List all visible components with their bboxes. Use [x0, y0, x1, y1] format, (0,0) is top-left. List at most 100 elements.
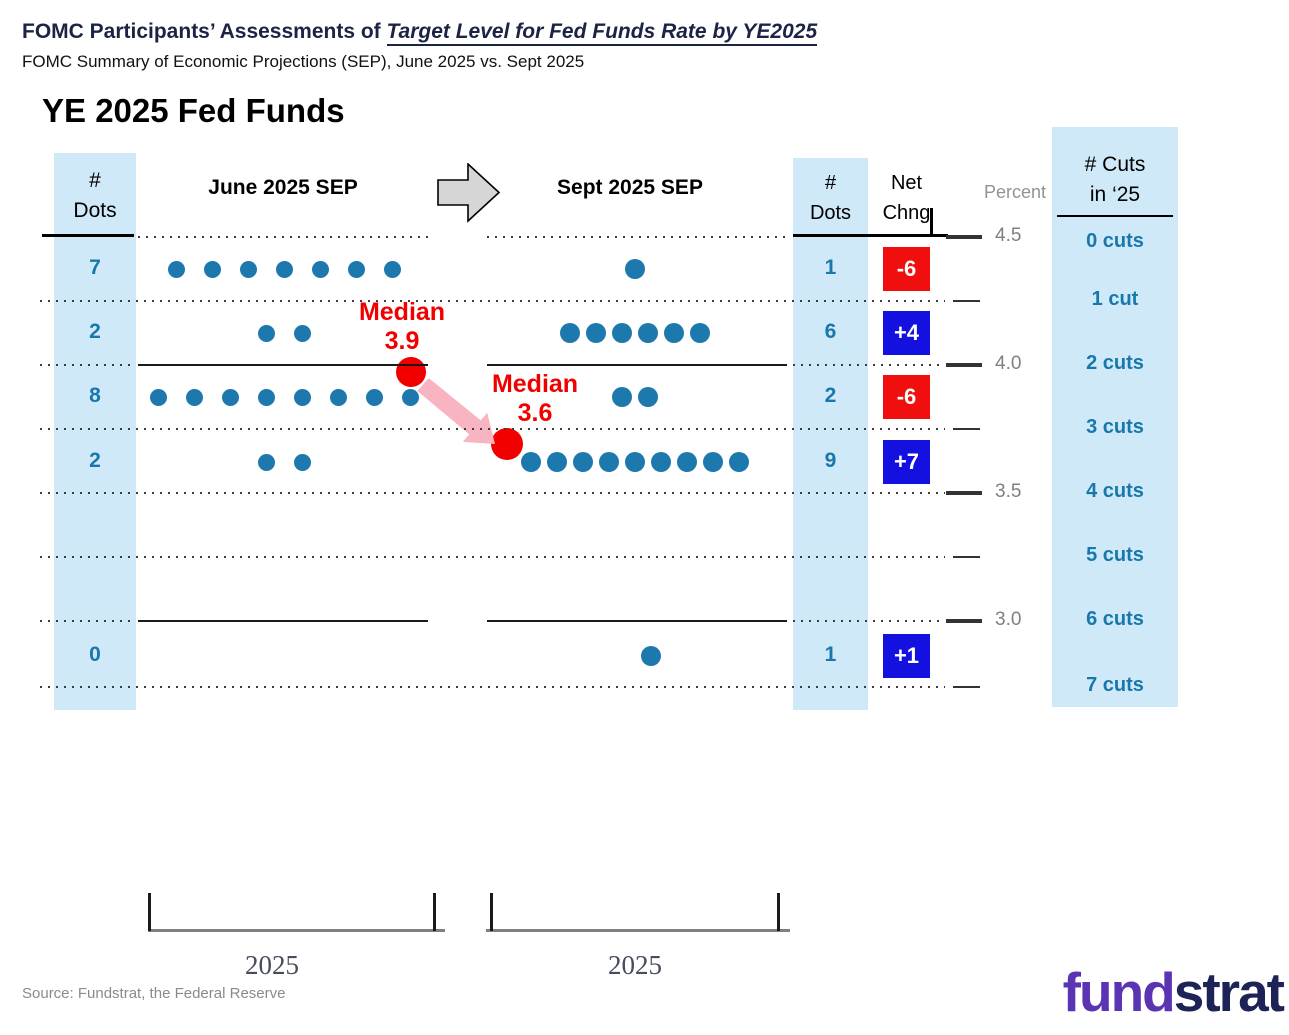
percent-tick-label: 4.5	[995, 225, 1022, 246]
sept-dot	[547, 452, 567, 472]
percent-tick-label: 4.0	[995, 353, 1022, 374]
sept-x-axis-label: 2025	[608, 950, 662, 980]
median-june-marker	[396, 357, 426, 387]
june-x-axis-line	[148, 929, 445, 932]
right-dots-column-bg	[793, 158, 868, 710]
june-dot	[275, 260, 293, 278]
source-note: Source: Fundstrat, the Federal Reserve	[22, 985, 286, 1002]
grid-dotted-line	[40, 620, 136, 622]
grid-solid-line	[953, 685, 980, 689]
left-dots-header-underline	[42, 234, 134, 237]
sept-dot	[638, 323, 658, 343]
logo-part-fund: fund	[1062, 961, 1176, 1023]
june-dot	[257, 324, 275, 342]
net-chng-header: Net Chng	[868, 168, 945, 228]
sept-dot-count-label: 1	[824, 643, 837, 666]
june-dot-count-label: 0	[89, 643, 101, 666]
net-chng-badge: +4	[883, 311, 930, 355]
net-chng-badge: +7	[883, 440, 930, 484]
sept-dot	[690, 323, 710, 343]
sept-dot	[703, 452, 723, 472]
cuts-header-line2: in ‘25	[1089, 183, 1141, 206]
net-chng-badge: -6	[883, 375, 930, 419]
cuts-header-underline	[1057, 215, 1173, 217]
sept-dot	[573, 452, 593, 472]
grid-solid-line	[138, 619, 428, 623]
june-dot	[257, 453, 275, 471]
page-title: FOMC Participants’ Assessments of Target…	[22, 20, 818, 46]
fundstrat-logo: fundstrat	[1062, 960, 1285, 1024]
cuts-label: 7 cuts	[1086, 674, 1144, 696]
left-dots-header: # Dots	[54, 166, 136, 226]
median-sept-label: Median	[491, 370, 579, 398]
grid-solid-line	[946, 363, 982, 367]
grid-solid-line	[487, 363, 787, 367]
right-dots-header-line1: #	[824, 172, 837, 194]
grid-dotted-line	[138, 236, 428, 238]
left-dots-header-line2: Dots	[73, 199, 117, 222]
sept-dot-count-label: 1	[824, 256, 837, 279]
grid-solid-line	[953, 555, 980, 559]
june-dot	[185, 388, 203, 406]
june-dot	[329, 388, 347, 406]
grid-solid-line	[946, 235, 982, 239]
left-dots-column-bg	[54, 153, 136, 710]
grid-solid-line	[953, 427, 980, 431]
grid-dotted-line	[40, 492, 945, 494]
cuts-label: 5 cuts	[1086, 544, 1144, 566]
median-sept-annotation: Median 3.6	[462, 370, 608, 428]
june-dot	[149, 388, 167, 406]
sept-dot	[664, 323, 684, 343]
net-chng-header-line1: Net	[890, 172, 923, 194]
net-chng-badge: -6	[883, 247, 930, 291]
june-dot-count-label: 7	[89, 256, 101, 279]
sept-dot-count-label: 2	[824, 384, 837, 407]
june-dot-count-label: 2	[89, 449, 101, 472]
right-header-underline	[793, 234, 948, 237]
right-dots-header-line2: Dots	[809, 202, 852, 224]
median-sept-value: 3.6	[517, 399, 553, 427]
median-june-annotation: Median 3.9	[329, 298, 475, 356]
cuts-header: # Cuts in ‘25	[1052, 150, 1178, 210]
june-dot	[293, 388, 311, 406]
percent-tick-label: 3.5	[995, 481, 1022, 502]
june-x-axis-tick-right	[433, 893, 436, 931]
page-subtitle: FOMC Summary of Economic Projections (SE…	[22, 52, 585, 71]
june-dot	[293, 324, 311, 342]
grid-solid-line	[138, 363, 428, 367]
june-dot	[203, 260, 221, 278]
grid-dotted-line	[793, 364, 945, 366]
grid-dotted-line	[40, 300, 945, 302]
grid-dotted-line	[40, 556, 945, 558]
grid-dotted-line	[793, 620, 945, 622]
sept-dot	[612, 387, 632, 407]
sept-plot-title: Sept 2025 SEP	[557, 176, 703, 199]
june-dot	[347, 260, 365, 278]
june-dot	[239, 260, 257, 278]
june-dot-count-label: 8	[89, 384, 101, 407]
cuts-header-line1: # Cuts	[1084, 153, 1146, 176]
sept-x-axis-tick-right	[777, 893, 780, 931]
grid-dotted-line	[40, 428, 945, 430]
sept-dot	[641, 646, 661, 666]
sept-dot	[560, 323, 580, 343]
june-dot	[257, 388, 275, 406]
sept-dot	[521, 452, 541, 472]
june-dot	[293, 453, 311, 471]
logo-part-strat: strat	[1173, 961, 1285, 1023]
grid-dotted-line	[487, 236, 790, 238]
june-dot	[167, 260, 185, 278]
median-june-label: Median	[358, 298, 446, 326]
june-dot	[311, 260, 329, 278]
axis-corner-tick	[930, 208, 933, 236]
median-june-value: 3.9	[384, 327, 420, 355]
june-dot	[365, 388, 383, 406]
sept-dot	[612, 323, 632, 343]
grid-dotted-line	[40, 364, 136, 366]
median-shift-arrow-icon	[417, 378, 495, 444]
june-dot	[383, 260, 401, 278]
page-title-emphasis: Target Level for Fed Funds Rate by YE202…	[386, 20, 818, 46]
sept-dot	[625, 259, 645, 279]
net-chng-badge: +1	[883, 634, 930, 678]
cuts-label: 1 cut	[1091, 288, 1139, 310]
